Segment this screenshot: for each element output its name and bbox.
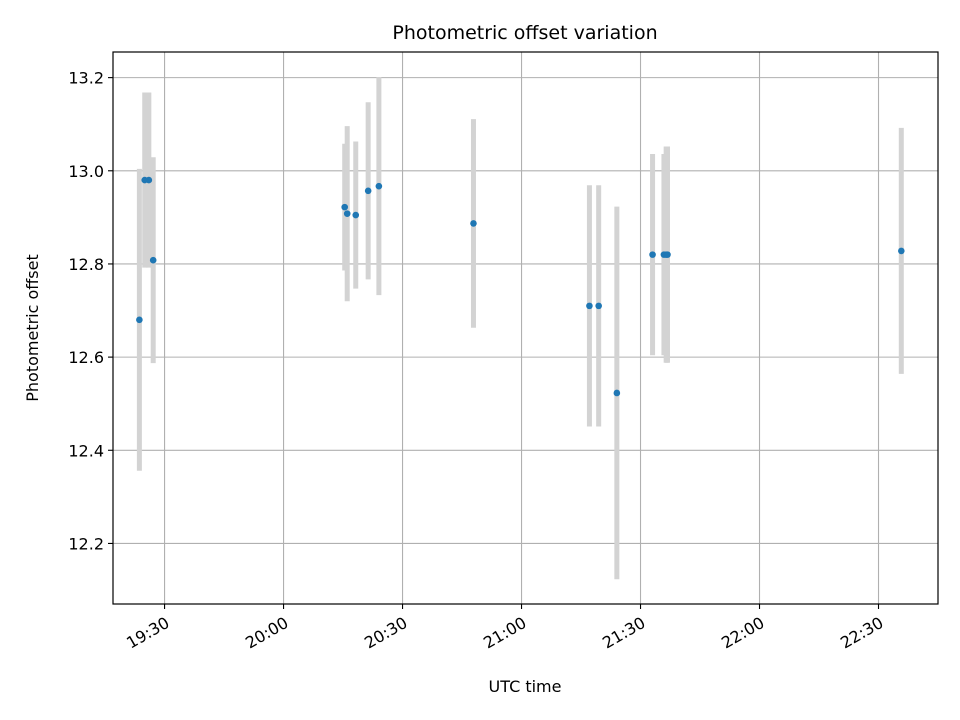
data-point [613,389,621,397]
chart-title: Photometric offset variation [392,22,657,44]
data-point [375,182,383,190]
data-point [141,176,149,184]
y-axis-ticks: 12.2 12.4 12.6 12.8 13.0 13.2 [68,69,113,553]
y-tick-label: 12.6 [68,348,104,367]
data-point [898,247,905,255]
y-axis-title: Photometric offset [23,254,42,402]
grid-lines [113,52,938,604]
data-point [664,251,671,258]
data-point [341,203,349,211]
data-point [649,251,656,258]
plot-frame [112,51,939,605]
data-points [136,176,905,397]
y-tick-label: 13.2 [68,69,104,88]
data-point [352,211,360,219]
y-tick-label: 12.8 [68,255,104,274]
y-tick-label: 12.2 [68,534,104,553]
data-point [343,210,351,217]
x-axis-title: UTC time [489,677,562,696]
y-tick-label: 12.4 [68,441,104,460]
data-point [470,220,477,227]
data-point [595,302,602,310]
data-point [586,302,593,310]
data-point [136,316,143,324]
y-tick-label: 13.0 [68,162,104,181]
data-point [149,256,157,264]
data-point [364,187,372,195]
